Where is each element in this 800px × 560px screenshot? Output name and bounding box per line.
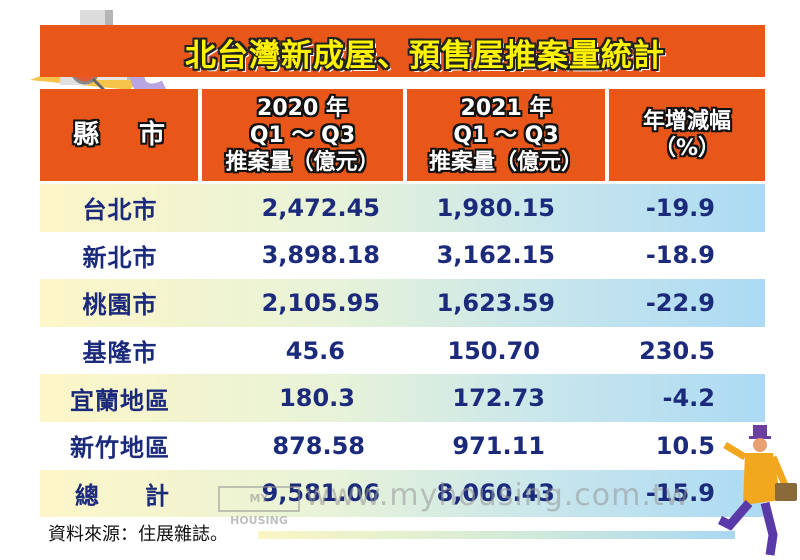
value-2020-cell: 3,898.18 (261, 241, 380, 270)
header-change: 年增減幅 （%） (609, 89, 765, 181)
value-2020-cell: 2,105.95 (261, 288, 380, 317)
footer-divider (258, 531, 735, 539)
total-label-char-2: 計 (145, 481, 170, 510)
total-change-cell: -15.9 (645, 479, 715, 508)
city-cell: 桃園市 (82, 291, 158, 320)
header-2020-period: Q1 ～ Q3 (249, 122, 356, 148)
businessman-illustration (717, 425, 797, 556)
source-note: 資料來源：住展雜誌。 (48, 524, 228, 545)
city-cell: 新北市 (82, 243, 158, 272)
header-change-unit: （%） (653, 136, 721, 161)
value-2020-cell: 45.6 (285, 336, 345, 365)
header-city: 縣市 (40, 89, 198, 181)
value-2021-cell: 150.70 (447, 336, 540, 365)
city-cell: 基隆市 (82, 339, 158, 368)
header-city-char-1: 縣 (72, 119, 99, 150)
total-2021-cell: 8,060.43 (436, 479, 555, 508)
table-row: 桃園市 2,105.95 1,623.59 -22.9 (40, 279, 765, 327)
change-cell: 10.5 (655, 431, 715, 460)
title-bar (40, 25, 765, 77)
value-2020-cell: 180.3 (279, 384, 355, 413)
change-cell: 230.5 (639, 336, 715, 365)
header-2021: 2021 年 Q1 ～ Q3 推案量（億元） (407, 89, 605, 181)
value-2021-cell: 172.73 (452, 384, 545, 413)
header-2021-period: Q1 ～ Q3 (453, 122, 559, 148)
value-2020-cell: 878.58 (272, 431, 365, 460)
header-2020: 2020 年 Q1 ～ Q3 推案量（億元） (202, 89, 403, 181)
header-2020-unit: 推案量（億元） (225, 149, 380, 175)
value-2021-cell: 3,162.15 (436, 241, 555, 270)
table-row: 新竹地區 878.58 971.11 10.5 (40, 421, 765, 470)
value-2021-cell: 971.11 (452, 431, 545, 460)
total-label: 總 計 (40, 476, 200, 511)
data-table: 台北市 2,472.45 1,980.15 -19.9 新北市 3,898.18… (40, 184, 765, 518)
value-2020-cell: 2,472.45 (261, 193, 380, 222)
header-change-label: 年增減幅 (642, 109, 731, 134)
city-cell: 宜蘭地區 (70, 386, 170, 415)
header-2021-unit: 推案量（億元） (428, 149, 583, 175)
value-2021-cell: 1,623.59 (436, 288, 555, 317)
header-city-char-2: 市 (139, 119, 166, 150)
page-title: 北台灣新成屋、預售屋推案量統計 (185, 38, 665, 74)
watermark-url: www.myhousing.com.tw (305, 478, 691, 513)
total-label-char-1: 總 (75, 481, 100, 510)
city-cell: 新竹地區 (70, 434, 170, 463)
table-row: 新北市 3,898.18 3,162.15 -18.9 (40, 231, 765, 280)
table-row: 台北市 2,472.45 1,980.15 -19.9 (40, 184, 765, 232)
table-row: 基隆市 45.6 150.70 230.5 (40, 326, 765, 375)
table-row: 宜蘭地區 180.3 172.73 -4.2 (40, 374, 765, 422)
table-row-total: 總 計 9,581.06 8,060.43 -15.9 (40, 469, 765, 518)
total-2020-cell: 9,581.06 (261, 479, 380, 508)
change-cell: -4.2 (662, 384, 715, 413)
city-cell: 台北市 (82, 196, 158, 225)
change-cell: -19.9 (645, 193, 715, 222)
change-cell: -18.9 (645, 241, 715, 270)
change-cell: -22.9 (645, 288, 715, 317)
header-2020-year: 2020 年 (257, 95, 348, 121)
watermark-logo: MY HOUSING (218, 486, 300, 527)
header-2021-year: 2021 年 (460, 95, 552, 121)
value-2021-cell: 1,980.15 (436, 193, 555, 222)
